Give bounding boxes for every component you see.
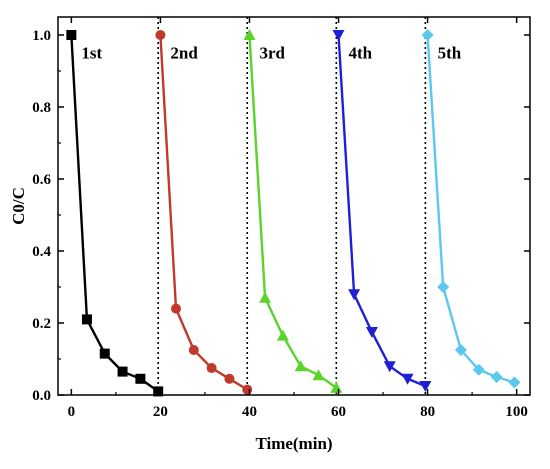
data-point: [242, 384, 253, 395]
data-point: [383, 361, 396, 373]
data-point: [332, 30, 345, 41]
data-point: [188, 345, 199, 355]
series-line-1st: [70, 34, 159, 393]
data-point: [81, 314, 92, 325]
cycle-dividers: [157, 17, 427, 395]
data-point: [472, 363, 485, 376]
y-tick-label: 0.4: [32, 244, 51, 260]
data-point: [224, 373, 235, 384]
data-point: [155, 30, 166, 40]
data-point: [206, 363, 217, 373]
y-tick-label: 0.6: [32, 172, 51, 188]
data-point: [259, 291, 272, 303]
run-label-5th: 5th: [438, 43, 462, 62]
y-tick-label: 0.0: [32, 388, 51, 404]
run-label-2nd: 2nd: [170, 43, 198, 62]
run-label-1st: 1st: [81, 43, 102, 62]
data-point: [348, 289, 361, 301]
y-tick-label: 0.2: [32, 316, 51, 332]
x-tick-label: 40: [242, 404, 257, 420]
y-tick-label: 1.0: [32, 28, 51, 44]
data-point: [330, 381, 343, 393]
y-axis-title: C0/C: [9, 187, 28, 225]
run-label-4th: 4th: [349, 43, 373, 62]
data-point: [243, 29, 256, 40]
series-line-4th: [337, 34, 426, 388]
x-tick-label: 100: [505, 404, 528, 420]
data-point: [66, 30, 77, 40]
data-point: [454, 344, 467, 356]
data-point: [117, 366, 128, 377]
data-point: [365, 327, 378, 338]
axes: 0 20 40 60 80 100 0.0 0.2 0.4 0.6 0.8 1.0: [32, 16, 531, 420]
data-point: [437, 281, 450, 293]
series-markers: [66, 29, 521, 397]
x-tick-label: 20: [153, 404, 168, 420]
plot-frame: [57, 16, 531, 396]
series-line-3rd: [248, 34, 337, 389]
data-point: [312, 369, 325, 381]
run-labels: 1st 2nd 3rd 4th 5th: [81, 43, 461, 62]
x-tick-label: 80: [420, 404, 435, 420]
data-point: [419, 381, 432, 392]
data-point: [153, 386, 164, 397]
data-point: [490, 371, 503, 383]
data-point: [276, 329, 289, 341]
data-point: [294, 360, 307, 372]
x-axis-title: Time(min): [255, 434, 332, 453]
data-point: [401, 373, 414, 385]
series-line-2nd: [159, 34, 248, 391]
run-label-3rd: 3rd: [259, 43, 285, 62]
data-point: [99, 348, 110, 359]
series-line-5th: [426, 34, 515, 384]
data-point: [421, 29, 434, 41]
data-point: [135, 373, 146, 384]
data-point: [508, 376, 521, 389]
series-lines: [70, 34, 515, 393]
y-tick-label: 0.8: [32, 100, 51, 116]
x-tick-label: 0: [68, 404, 76, 420]
x-tick-label: 60: [331, 404, 346, 420]
data-point: [171, 303, 181, 314]
